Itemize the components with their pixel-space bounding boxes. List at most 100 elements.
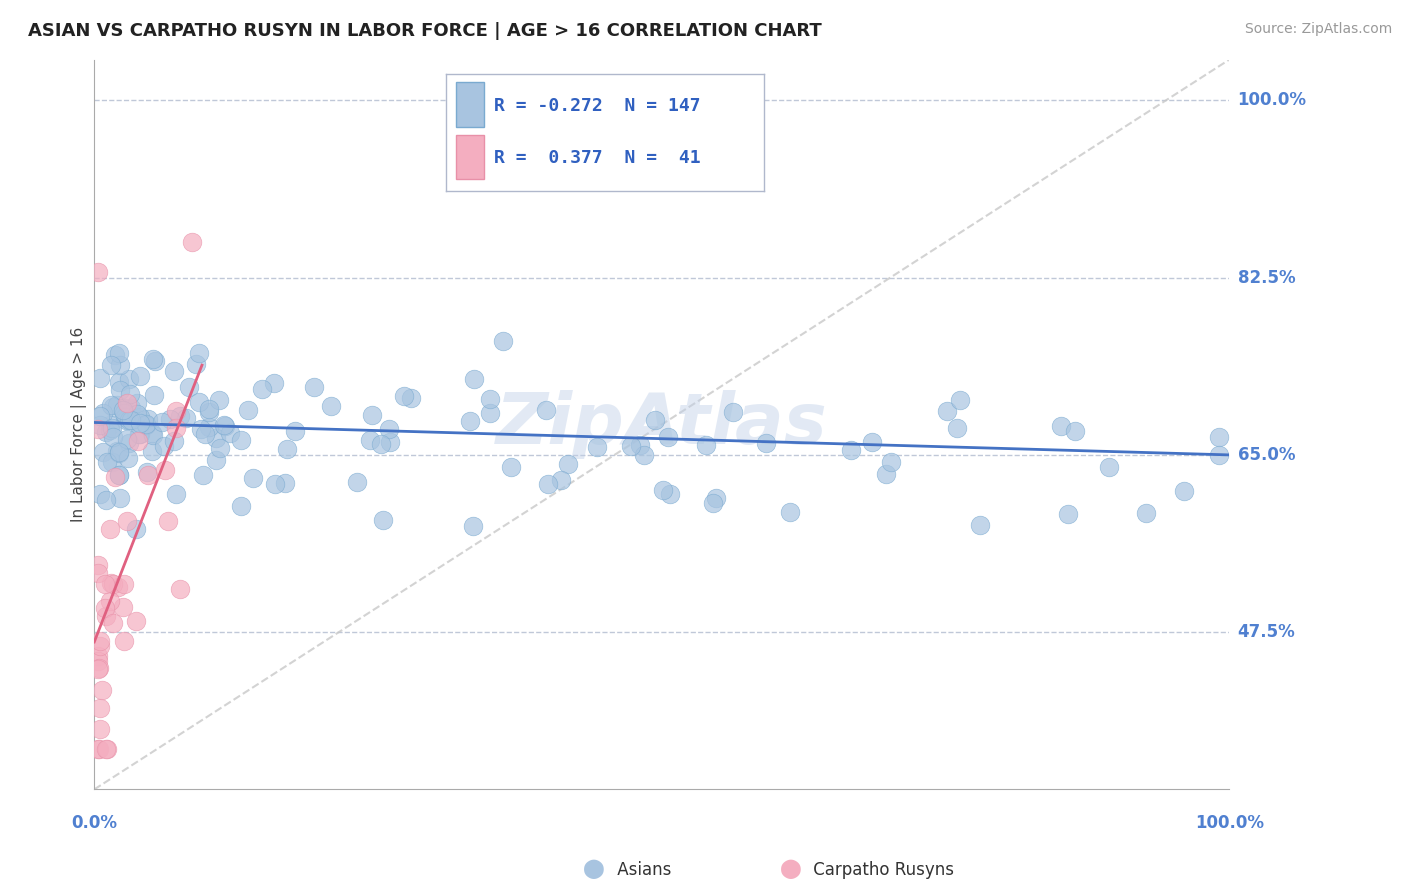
Point [165,403,187,417]
Point [90,683,112,698]
Text: Source: ZipAtlas.com: Source: ZipAtlas.com [1244,22,1392,37]
Point [135,465,157,479]
Point [1135,506,1157,520]
Point [93,406,115,420]
Point [94,577,117,591]
Point [101,577,124,591]
Point [115,413,138,427]
Point [120,401,142,416]
Point [117,450,139,465]
Point [657,430,679,444]
Point [242,470,264,484]
Point [644,413,666,427]
Point [118,435,141,450]
Point [463,518,485,533]
Point [188,394,211,409]
Point [108,384,131,398]
Point [94,425,117,440]
Text: 82.5%: 82.5% [1237,268,1295,286]
Point [174,411,197,425]
Y-axis label: In Labor Force | Age > 16: In Labor Force | Age > 16 [72,326,87,522]
Point [534,402,557,417]
Point [89,409,111,423]
Point [157,514,180,528]
Point [142,388,165,402]
Point [100,420,122,434]
Point [492,334,515,348]
Point [96,742,118,756]
Point [112,577,135,591]
Text: ⬤: ⬤ [779,859,801,879]
Text: 100.0%: 100.0% [1237,91,1306,109]
Point [98,418,121,433]
Point [86,422,108,436]
Point [499,460,522,475]
Text: 0.0%: 0.0% [72,814,117,832]
Point [177,380,200,394]
Point [1098,460,1121,475]
Point [129,410,152,425]
Point [150,415,173,429]
Point [96,455,118,469]
Point [86,649,108,664]
Point [359,433,381,447]
Point [695,438,717,452]
Point [205,453,228,467]
Point [136,467,159,482]
Point [193,468,215,483]
Point [127,396,149,410]
Point [118,371,141,385]
Point [370,437,392,451]
Point [478,392,501,406]
Point [101,455,124,469]
Point [103,430,125,444]
Point [105,444,128,458]
Point [198,420,221,434]
Point [100,576,122,591]
Point [236,403,259,417]
Point [1057,508,1080,522]
Point [263,477,285,491]
Point [153,439,176,453]
Point [125,615,148,629]
Point [779,505,801,519]
Point [94,609,117,624]
Point [89,634,111,648]
Point [163,364,186,378]
Point [1173,483,1195,498]
Point [628,438,651,452]
Point [537,476,560,491]
Point [276,442,298,457]
Point [155,462,177,476]
Point [187,346,209,360]
Point [652,483,675,497]
Point [128,369,150,384]
Point [135,417,157,431]
Point [98,593,121,607]
Point [108,376,131,390]
Point [89,639,111,653]
Point [231,434,253,448]
Point [184,357,207,371]
Point [1050,419,1073,434]
Point [87,662,110,676]
Point [165,421,187,435]
Point [479,406,502,420]
Point [159,412,181,426]
Point [115,433,138,447]
Point [112,599,135,614]
Point [659,487,682,501]
Point [87,742,110,756]
Point [198,405,221,419]
Point [1064,424,1087,438]
Point [1208,448,1230,462]
Point [127,408,149,422]
Point [118,386,141,401]
Point [86,558,108,572]
Point [839,442,862,457]
Point [755,436,778,450]
Point [274,476,297,491]
Point [163,434,186,449]
Point [127,434,149,448]
Point [208,392,231,407]
